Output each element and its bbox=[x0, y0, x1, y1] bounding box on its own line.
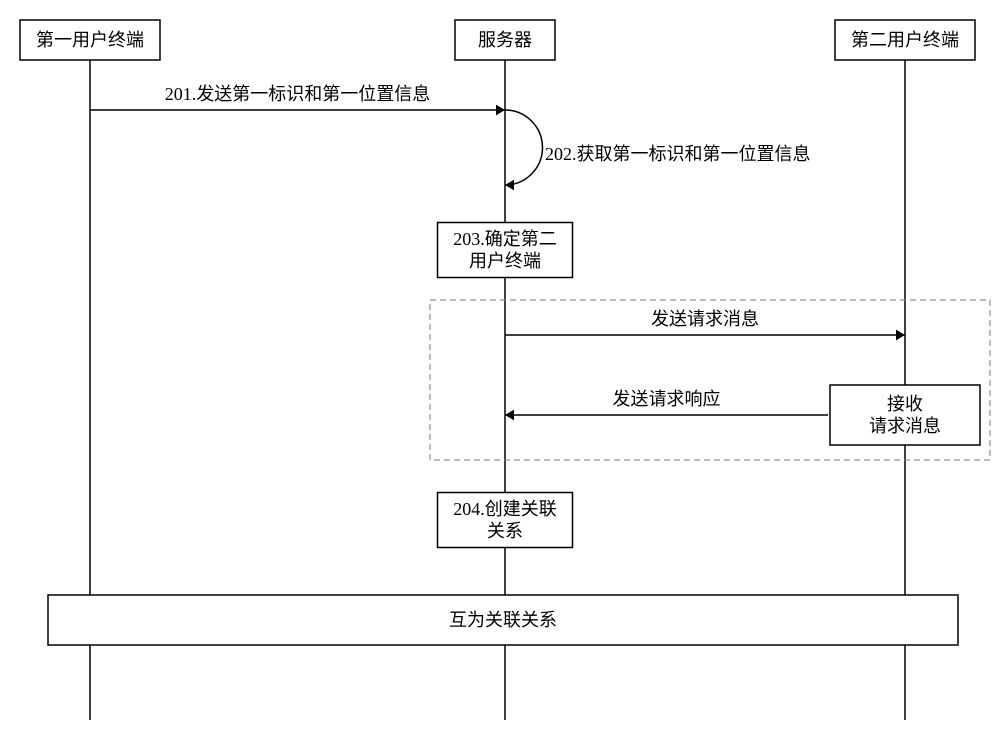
arrowhead bbox=[505, 180, 514, 191]
step-s_recv-line0: 接收 bbox=[887, 394, 923, 414]
msg-label-m_res: 发送请求响应 bbox=[613, 389, 721, 409]
step-s203-line0: 203.确定第二 bbox=[453, 229, 557, 249]
step-s203-line1: 用户终端 bbox=[469, 251, 541, 271]
step-s204-line0: 204.创建关联 bbox=[453, 499, 557, 519]
step-s204-line1: 关系 bbox=[487, 521, 523, 541]
actor-label-a3: 第二用户终端 bbox=[851, 30, 959, 50]
arrowhead bbox=[505, 410, 514, 421]
arrowhead bbox=[896, 330, 905, 341]
arrowhead bbox=[496, 105, 505, 116]
actor-label-a2: 服务器 bbox=[478, 30, 532, 50]
spanning-label: 互为关联关系 bbox=[449, 610, 557, 630]
step-s_recv-line1: 请求消息 bbox=[869, 416, 941, 436]
actor-label-a1: 第一用户终端 bbox=[36, 30, 144, 50]
msg-label-m_req: 发送请求消息 bbox=[651, 309, 759, 329]
msg-label-m201: 201.发送第一标识和第一位置信息 bbox=[165, 84, 431, 104]
self-loop-202 bbox=[505, 110, 543, 185]
self-loop-label: 202.获取第一标识和第一位置信息 bbox=[545, 144, 811, 164]
